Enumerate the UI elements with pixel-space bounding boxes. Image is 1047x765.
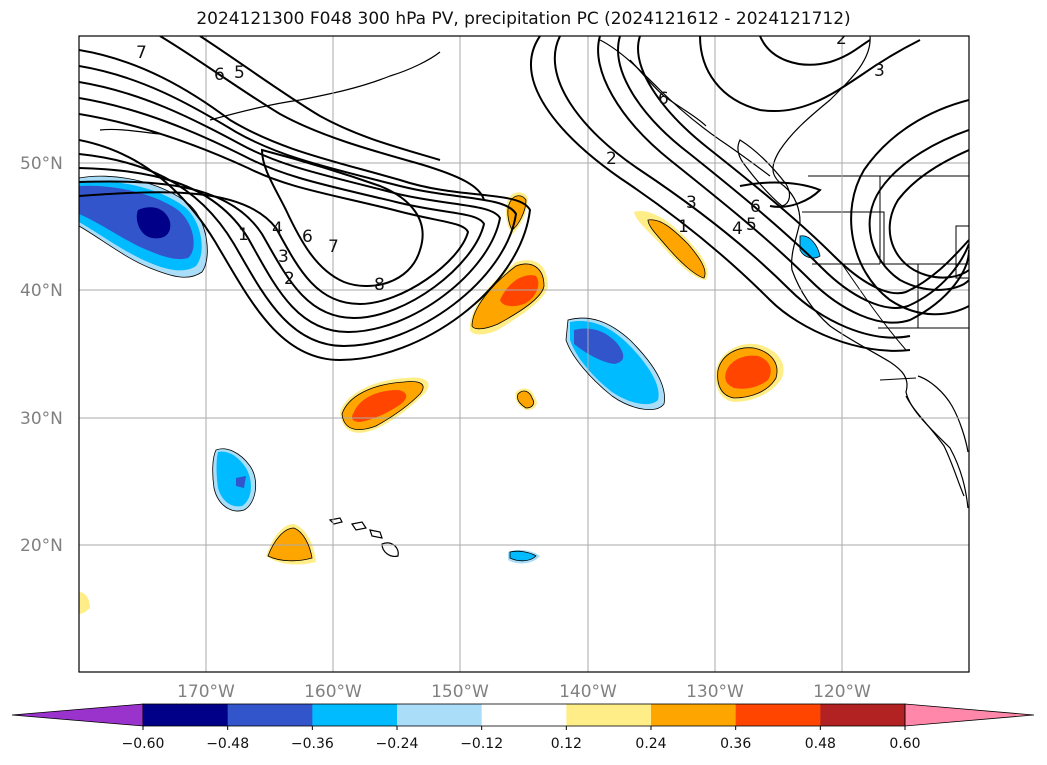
- lon-label: 160°W: [304, 682, 362, 702]
- svg-text:2: 2: [836, 29, 847, 49]
- svg-text:3: 3: [686, 193, 697, 213]
- colorbar-extend-max: [904, 703, 1035, 727]
- svg-text:4: 4: [732, 219, 743, 239]
- svg-text:2: 2: [606, 149, 617, 169]
- svg-text:6: 6: [302, 227, 313, 247]
- map-background: [79, 36, 969, 672]
- latitude-labels: 50°N 40°N 30°N 20°N: [20, 154, 63, 556]
- colorbar-tick-label: 0.36: [720, 736, 751, 752]
- lon-label: 130°W: [686, 682, 744, 702]
- colorbar-tick-label: 0.12: [551, 736, 582, 752]
- colorbar-extend-min: [11, 703, 144, 727]
- lat-label: 20°N: [20, 536, 63, 556]
- colorbar-ticks: −0.60 −0.48 −0.36 −0.24 −0.12 0.12 0.24 0.36 0.4…: [122, 726, 921, 752]
- svg-text:5: 5: [234, 63, 245, 83]
- lon-label: 150°W: [431, 682, 489, 702]
- svg-text:3: 3: [278, 247, 289, 267]
- svg-text:1: 1: [678, 217, 689, 237]
- colorbar-segment: [820, 704, 906, 726]
- svg-text:6: 6: [658, 89, 669, 109]
- colorbar-segment: [566, 704, 652, 726]
- colorbar-segment: [735, 704, 821, 726]
- svg-text:7: 7: [136, 43, 147, 63]
- svg-text:7: 7: [328, 237, 339, 257]
- lat-label: 40°N: [20, 281, 63, 301]
- svg-text:8: 8: [374, 275, 385, 295]
- svg-text:6: 6: [214, 65, 225, 85]
- svg-text:4: 4: [272, 219, 283, 239]
- colorbar-tick-label: −0.60: [122, 736, 165, 752]
- map-title: 2024121300 F048 300 hPa PV, precipitatio…: [196, 9, 851, 29]
- colorbar-segment: [651, 704, 737, 726]
- map-frame: [78, 35, 970, 673]
- colorbar-tick-label: 0.24: [635, 736, 666, 752]
- lon-label: 140°W: [559, 682, 617, 702]
- colorbar-segment: [397, 704, 483, 726]
- colorbar-outline: [142, 703, 906, 727]
- colorbar-tick-label: 0.60: [889, 736, 920, 752]
- colorbar: [11, 703, 1035, 727]
- pv-contours: [79, 36, 969, 362]
- svg-text:5: 5: [746, 215, 757, 235]
- lat-label: 50°N: [20, 154, 63, 174]
- precip-shading: [79, 176, 820, 614]
- lat-label: 30°N: [20, 409, 63, 429]
- svg-text:6: 6: [750, 197, 761, 217]
- svg-text:1: 1: [238, 225, 249, 245]
- lon-label: 120°W: [813, 682, 871, 702]
- colorbar-segment: [143, 704, 229, 726]
- colorbar-tick-label: −0.24: [376, 736, 419, 752]
- colorbar-tick-label: −0.12: [460, 736, 503, 752]
- longitude-labels: 170°W 160°W 150°W 140°W 130°W 120°W: [177, 682, 871, 702]
- colorbar-tick-label: −0.36: [291, 736, 334, 752]
- svg-text:3: 3: [874, 61, 885, 81]
- colorbar-segment: [312, 704, 398, 726]
- svg-text:2: 2: [284, 269, 295, 289]
- colorbar-segment: [481, 704, 567, 726]
- colorbar-tick-label: 0.48: [805, 736, 836, 752]
- colorbar-tick-label: −0.48: [206, 736, 249, 752]
- pv-contour-labels: 7 6 5 1 4 3 2 6 7 8 2 3 1 4 5 6 3 2 6: [136, 29, 885, 295]
- colorbar-segment: [227, 704, 313, 726]
- lon-label: 170°W: [177, 682, 235, 702]
